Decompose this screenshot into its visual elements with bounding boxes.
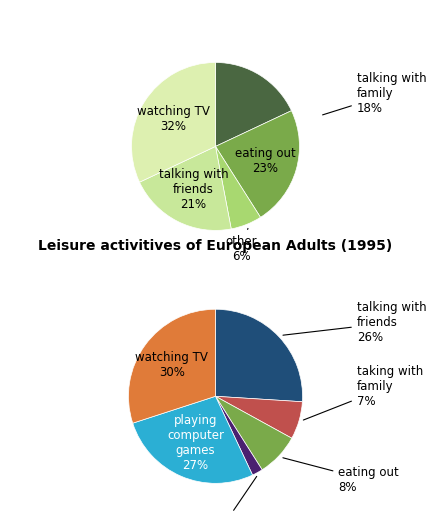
- Wedge shape: [215, 111, 299, 217]
- Text: playing
computer
games
27%: playing computer games 27%: [166, 414, 224, 472]
- Text: taking with
family
7%: taking with family 7%: [303, 365, 422, 420]
- Text: watching TV
30%: watching TV 30%: [135, 351, 208, 378]
- Text: other
2%: other 2%: [204, 476, 256, 512]
- Text: eating out
8%: eating out 8%: [282, 458, 398, 494]
- Text: talking with
family
18%: talking with family 18%: [322, 72, 425, 115]
- Wedge shape: [215, 62, 291, 146]
- Text: watching TV
32%: watching TV 32%: [136, 105, 209, 134]
- Text: talking with
friends
26%: talking with friends 26%: [283, 301, 425, 344]
- Wedge shape: [215, 146, 260, 229]
- Text: talking with
friends
21%: talking with friends 21%: [158, 168, 227, 211]
- Text: eating out
23%: eating out 23%: [235, 147, 295, 175]
- Wedge shape: [215, 396, 291, 470]
- Wedge shape: [215, 396, 302, 438]
- Title: Leisure activitives of European Adults (1995): Leisure activitives of European Adults (…: [38, 240, 392, 253]
- Wedge shape: [215, 396, 261, 475]
- Wedge shape: [128, 309, 215, 423]
- Wedge shape: [139, 146, 231, 230]
- Wedge shape: [131, 62, 215, 182]
- Wedge shape: [132, 396, 252, 483]
- Wedge shape: [215, 309, 302, 402]
- Text: other
6%: other 6%: [225, 228, 256, 263]
